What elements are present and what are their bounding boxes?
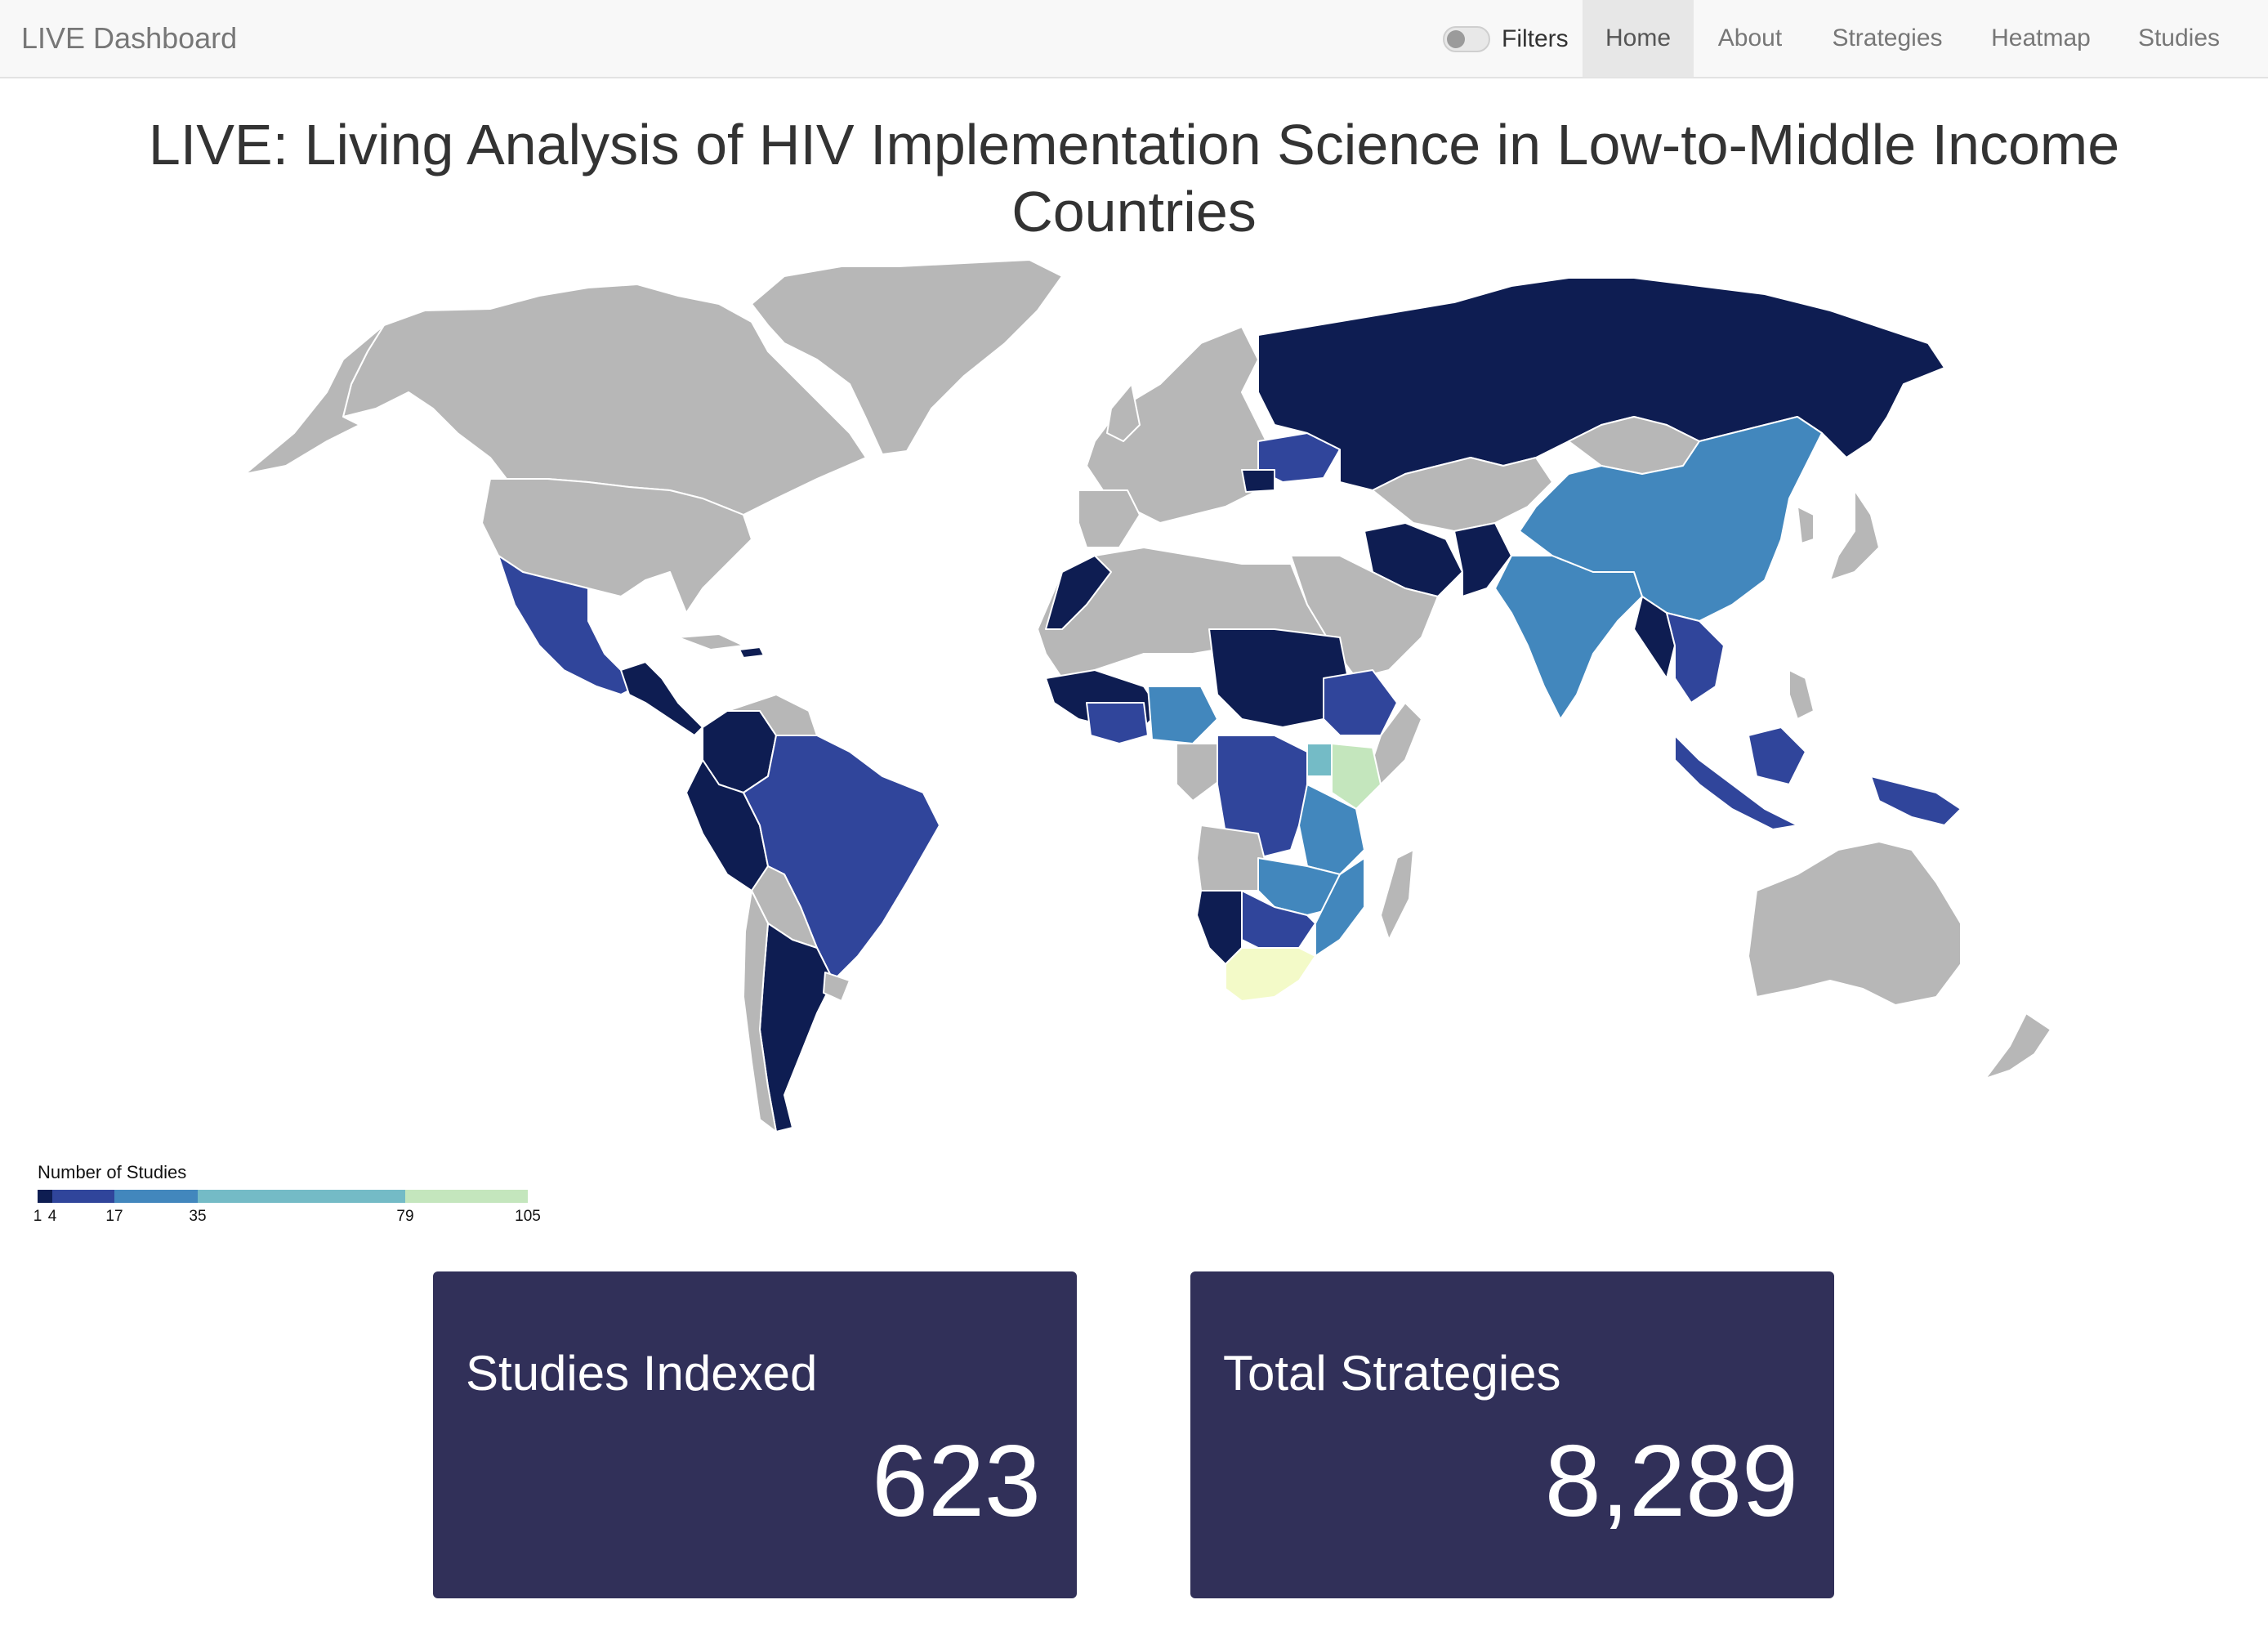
country-kenya[interactable] bbox=[1331, 743, 1382, 810]
country-philippines[interactable] bbox=[1788, 669, 1815, 720]
nav-studies[interactable]: Studies bbox=[2137, 25, 2221, 51]
country-nigeria[interactable] bbox=[1147, 686, 1218, 744]
legend-swatch-4 bbox=[198, 1190, 405, 1203]
brand-link[interactable]: LIVE Dashboard bbox=[21, 21, 238, 55]
navbar: LIVE Dashboard Filters Home About Strate… bbox=[0, 0, 2268, 78]
country-greenland[interactable] bbox=[751, 259, 1063, 455]
country-uk[interactable] bbox=[1106, 383, 1141, 442]
country-uganda[interactable] bbox=[1306, 743, 1333, 777]
legend-tick-35: 35 bbox=[189, 1208, 207, 1225]
country-canada[interactable] bbox=[342, 284, 867, 516]
country-gabon-congo[interactable] bbox=[1176, 743, 1226, 802]
country-angola[interactable] bbox=[1196, 824, 1267, 892]
country-uruguay[interactable] bbox=[823, 972, 850, 1002]
studies-indexed-label: Studies Indexed bbox=[466, 1346, 818, 1401]
country-south-africa[interactable] bbox=[1225, 947, 1316, 1002]
country-borneo[interactable] bbox=[1748, 726, 1806, 785]
nav-home[interactable]: Home bbox=[1583, 0, 1694, 77]
legend-tick-79: 79 bbox=[396, 1208, 414, 1225]
legend-tick-17: 17 bbox=[105, 1208, 123, 1225]
country-usa-alaska[interactable] bbox=[244, 324, 385, 475]
country-japan[interactable] bbox=[1829, 489, 1880, 581]
total-strategies-value: 8,289 bbox=[1544, 1425, 1798, 1538]
country-ethiopia[interactable] bbox=[1323, 669, 1398, 736]
legend-swatch-1 bbox=[38, 1190, 52, 1203]
country-papua[interactable] bbox=[1870, 775, 1962, 826]
filters-toggle[interactable] bbox=[1443, 26, 1490, 52]
filters-toggle-group[interactable]: Filters bbox=[1443, 21, 1569, 57]
country-cuba[interactable] bbox=[677, 633, 744, 650]
nav-heatmap[interactable]: Heatmap bbox=[1991, 25, 2091, 51]
country-haiti[interactable] bbox=[739, 646, 765, 659]
country-new-zealand[interactable] bbox=[1984, 1012, 2051, 1079]
nav-strategies[interactable]: Strategies bbox=[1832, 25, 1943, 51]
legend-tick-4: 4 bbox=[47, 1208, 57, 1225]
country-namibia[interactable] bbox=[1196, 890, 1243, 965]
legend-color-scale bbox=[38, 1190, 528, 1203]
filters-label[interactable]: Filters bbox=[1502, 25, 1569, 52]
country-pakistan[interactable] bbox=[1453, 522, 1512, 597]
legend-title: Number of Studies bbox=[38, 1162, 187, 1182]
country-morocco[interactable] bbox=[1045, 555, 1112, 630]
legend-tick-1: 1 bbox=[33, 1208, 42, 1225]
total-strategies-card: Total Strategies 8,289 bbox=[1190, 1271, 1834, 1598]
country-chile[interactable] bbox=[743, 890, 777, 1133]
studies-indexed-card: Studies Indexed 623 bbox=[433, 1271, 1077, 1598]
legend-tick-105: 105 bbox=[515, 1208, 541, 1225]
country-central-america[interactable] bbox=[620, 661, 703, 736]
country-botswana-zimbabwe[interactable] bbox=[1241, 890, 1316, 949]
country-iberia[interactable] bbox=[1078, 489, 1141, 548]
country-romania[interactable] bbox=[1241, 469, 1275, 493]
country-india[interactable] bbox=[1494, 555, 1643, 720]
total-strategies-label: Total Strategies bbox=[1223, 1346, 1561, 1401]
legend-swatch-2 bbox=[52, 1190, 114, 1203]
country-china[interactable] bbox=[1519, 416, 1823, 622]
nav-about[interactable]: About bbox=[1717, 25, 1783, 51]
studies-indexed-value: 623 bbox=[872, 1425, 1041, 1538]
page-title: LIVE: Living Analysis of HIV Implementat… bbox=[148, 113, 2120, 244]
world-choropleth-map bbox=[244, 259, 2051, 1133]
legend-swatch-5 bbox=[405, 1190, 528, 1203]
country-australia[interactable] bbox=[1748, 841, 1962, 1006]
toggle-knob bbox=[1447, 30, 1465, 48]
country-madagascar[interactable] bbox=[1380, 849, 1414, 941]
legend-swatch-3 bbox=[114, 1190, 198, 1203]
country-korea[interactable] bbox=[1797, 506, 1815, 544]
country-ghana-ivory[interactable] bbox=[1086, 702, 1149, 744]
country-drc[interactable] bbox=[1217, 735, 1308, 859]
country-kazakhstan[interactable] bbox=[1372, 457, 1553, 532]
country-indochina[interactable] bbox=[1666, 612, 1725, 704]
country-malaysia-indonesia[interactable] bbox=[1674, 735, 1798, 830]
